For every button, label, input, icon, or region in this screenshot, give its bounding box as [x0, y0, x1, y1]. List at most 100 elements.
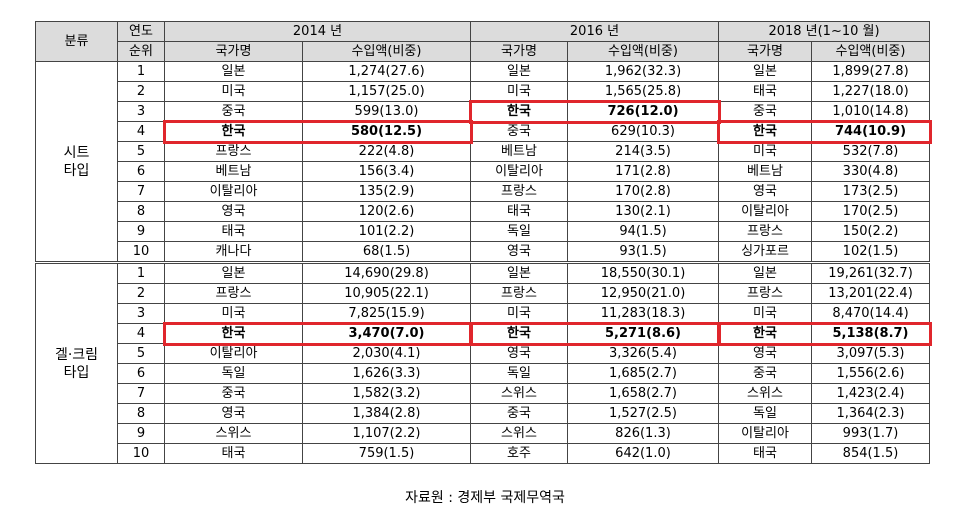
country-cell-2016: 영국 — [470, 343, 568, 364]
import-cell-2018: 13,201(22.4) — [811, 283, 930, 304]
table-row: 7 중국 1,582(3.2) 스위스 1,658(2.7) 스위스 1,423(2.4) — [36, 383, 930, 404]
import-header-2014: 수입액(비중) — [302, 41, 471, 62]
import-cell-2014: 1,626(3.3) — [302, 363, 471, 384]
country-cell-2018: 미국 — [718, 303, 812, 324]
country-cell-2016: 태국 — [470, 201, 568, 222]
import-cell-2014: 10,905(22.1) — [302, 283, 471, 304]
country-cell-2014: 미국 — [164, 303, 303, 324]
import-cell-2014: 7,825(15.9) — [302, 303, 471, 324]
import-cell-2018: 532(7.8) — [811, 141, 930, 162]
country-cell-2018: 영국 — [718, 181, 812, 202]
source-note: 자료원 : 경제부 국제무역국 — [405, 490, 565, 506]
country-cell-2018: 프랑스 — [718, 221, 812, 242]
import-cell-2014: 68(1.5) — [302, 241, 471, 263]
country-cell-2018: 스위스 — [718, 383, 812, 404]
country-cell-2016: 프랑스 — [470, 181, 568, 202]
import-ranking-table: 분류 연도 2014 년 2016 년 2018 년(1~10 월) 순위 국가… — [35, 21, 930, 464]
country-cell-2016: 영국 — [470, 241, 568, 263]
rank-cell: 7 — [117, 383, 165, 404]
import-cell-2016: 93(1.5) — [567, 241, 719, 263]
country-cell-2016: 스위스 — [470, 423, 568, 444]
table-row: 9 스위스 1,107(2.2) 스위스 826(1.3) 이탈리아 993(1.7) — [36, 423, 930, 444]
import-cell-2014: 580(12.5) — [302, 121, 471, 142]
rank-cell: 3 — [117, 303, 165, 324]
import-cell-2018: 150(2.2) — [811, 221, 930, 242]
import-cell-2016: 171(2.8) — [567, 161, 719, 182]
highlight-box — [162, 321, 473, 346]
import-cell-2016: 11,283(18.3) — [567, 303, 719, 324]
country-cell-2016: 미국 — [470, 303, 568, 324]
table-body: 시트 타입 1 일본 1,274(27.6) 일본 1,962(32.3) 일본 1,899(2… — [35, 61, 930, 464]
import-cell-2018: 1,899(27.8) — [811, 61, 930, 82]
import-cell-2018: 330(4.8) — [811, 161, 930, 182]
import-cell-2018: 3,097(5.3) — [811, 343, 930, 364]
rank-cell: 4 — [117, 121, 165, 142]
table-row: 6 베트남 156(3.4) 이탈리아 171(2.8) 베트남 330(4.8) — [36, 161, 930, 182]
country-cell-2018: 싱가포르 — [718, 241, 812, 263]
import-header-2018: 수입액(비중) — [811, 41, 930, 62]
country-cell-2016: 중국 — [470, 121, 568, 142]
country-cell-2018: 중국 — [718, 363, 812, 384]
rank-cell: 7 — [117, 181, 165, 202]
rank-cell: 1 — [117, 261, 165, 284]
import-cell-2016: 642(1.0) — [567, 443, 719, 464]
country-cell-2014: 프랑스 — [164, 283, 303, 304]
table-row: 5 이탈리아 2,030(4.1) 영국 3,326(5.4) 영국 3,097(5.3) — [36, 343, 930, 364]
country-cell-2016: 중국 — [470, 403, 568, 424]
table-row: 8 영국 120(2.6) 태국 130(2.1) 이탈리아 170(2.5) — [36, 201, 930, 222]
country-cell-2016: 독일 — [470, 221, 568, 242]
country-cell-2016: 스위스 — [470, 383, 568, 404]
country-cell-2016: 프랑스 — [470, 283, 568, 304]
table-row: 9 태국 101(2.2) 독일 94(1.5) 프랑스 150(2.2) — [36, 221, 930, 242]
rank-cell: 10 — [117, 241, 165, 263]
rank-header: 순위 — [117, 41, 165, 62]
country-cell-2018: 프랑스 — [718, 283, 812, 304]
country-cell-2014: 베트남 — [164, 161, 303, 182]
import-cell-2014: 1,157(25.0) — [302, 81, 471, 102]
import-cell-2016: 214(3.5) — [567, 141, 719, 162]
import-cell-2016: 1,565(25.8) — [567, 81, 719, 102]
country-cell-2014: 캐나다 — [164, 241, 303, 263]
country-cell-2014: 태국 — [164, 221, 303, 242]
rank-cell: 2 — [117, 283, 165, 304]
import-cell-2016: 94(1.5) — [567, 221, 719, 242]
import-cell-2018: 1,423(2.4) — [811, 383, 930, 404]
import-cell-2016: 726(12.0) — [567, 101, 719, 122]
country-cell-2014: 중국 — [164, 383, 303, 404]
import-cell-2016: 12,950(21.0) — [567, 283, 719, 304]
import-cell-2014: 1,582(3.2) — [302, 383, 471, 404]
rank-cell: 9 — [117, 423, 165, 444]
import-cell-2016: 130(2.1) — [567, 201, 719, 222]
import-cell-2016: 3,326(5.4) — [567, 343, 719, 364]
country-cell-2014: 태국 — [164, 443, 303, 464]
import-cell-2014: 222(4.8) — [302, 141, 471, 162]
rank-cell: 4 — [117, 323, 165, 344]
import-cell-2016: 1,962(32.3) — [567, 61, 719, 82]
import-cell-2014: 599(13.0) — [302, 101, 471, 122]
highlight-box — [468, 321, 721, 346]
rank-cell: 5 — [117, 343, 165, 364]
import-cell-2014: 1,107(2.2) — [302, 423, 471, 444]
import-cell-2018: 1,364(2.3) — [811, 403, 930, 424]
import-cell-2016: 1,658(2.7) — [567, 383, 719, 404]
country-cell-2018: 영국 — [718, 343, 812, 364]
country-cell-2014: 중국 — [164, 101, 303, 122]
highlight-box — [716, 119, 932, 144]
category-header: 분류 — [35, 21, 118, 62]
year-2014-header: 2014 년 — [164, 21, 471, 42]
country-cell-2018: 태국 — [718, 443, 812, 464]
country-cell-2014: 일본 — [164, 261, 303, 284]
import-cell-2018: 993(1.7) — [811, 423, 930, 444]
country-cell-2014: 이탈리아 — [164, 343, 303, 364]
rank-cell: 6 — [117, 161, 165, 182]
table-row: 10 캐나다 68(1.5) 영국 93(1.5) 싱가포르 102(1.5) — [36, 241, 930, 263]
country-cell-2014: 미국 — [164, 81, 303, 102]
country-cell-2018: 일본 — [718, 261, 812, 284]
import-cell-2016: 826(1.3) — [567, 423, 719, 444]
country-cell-2014: 독일 — [164, 363, 303, 384]
country-cell-2016: 이탈리아 — [470, 161, 568, 182]
category-cell: 시트 타입 — [35, 61, 118, 263]
rank-cell: 6 — [117, 363, 165, 384]
country-header-2014: 국가명 — [164, 41, 303, 62]
year-2016-header: 2016 년 — [470, 21, 719, 42]
